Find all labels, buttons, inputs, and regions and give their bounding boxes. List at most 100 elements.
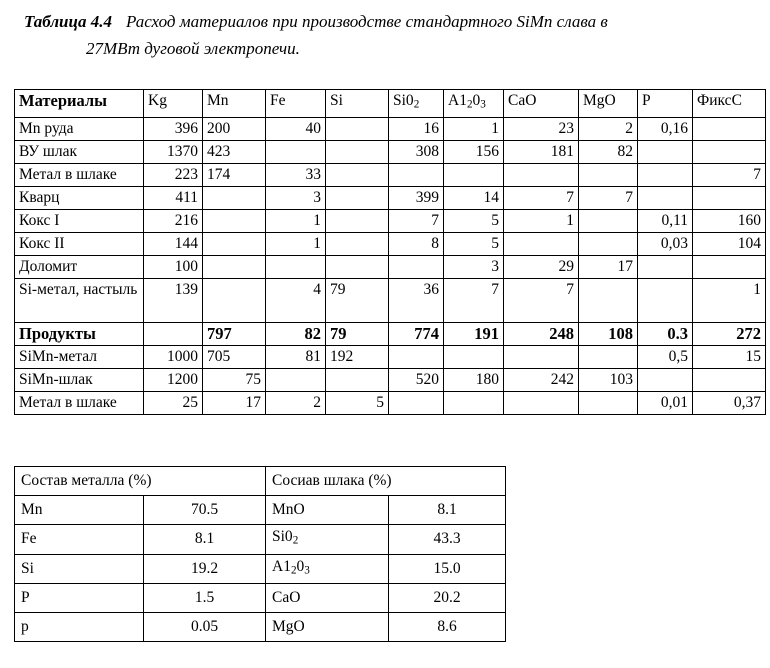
data-cell: 705 [202,344,266,369]
data-cell: 79 [325,277,389,323]
slag-component-name: MgO [265,612,389,643]
data-cell [692,254,766,279]
caption-label: Таблица 4.4 [24,12,112,31]
data-cell: 15 [692,344,766,369]
data-cell [443,390,504,415]
data-cell [578,208,638,233]
data-cell [503,390,579,415]
row-label: Продукты [14,321,144,346]
materials-consumption-table: Материалы Kg Mn Fe Si Si02 A1203 CaO MgO P ФиксС M… [14,89,766,415]
slag-component-value: 8.1 [388,495,506,525]
data-cell: 7 [692,162,766,187]
composition-row: P 1.5 CaO 20.2 [14,583,506,614]
row-label: ВУ шлак [14,139,144,164]
data-cell [202,231,266,256]
data-cell [637,185,693,210]
table-row: Кварц 411 3 399 14 7 7 [14,185,766,210]
data-cell: 17 [578,254,638,279]
table-row: Mn руда 396 200 40 16 1 23 2 0,16 [14,116,766,141]
data-cell: 7 [503,277,579,323]
data-cell: 0,11 [637,208,693,233]
data-cell [388,254,444,279]
data-cell: 81 [265,344,326,369]
table-row: ВУ шлак 1370 423 308 156 181 82 [14,139,766,164]
data-cell: 17 [202,390,266,415]
metal-component-name: P [14,583,144,614]
slag-component-value: 20.2 [388,583,506,614]
data-cell [265,254,326,279]
data-cell: 144 [143,231,203,256]
data-cell [692,367,766,392]
data-cell: 192 [325,344,389,369]
data-cell: 23 [503,116,579,141]
table-row: Доломит 100 3 29 17 [14,254,766,279]
row-label: Mn руда [14,116,144,141]
composition-title-row: Состав металла (%) Сосиав шлака (%) [14,466,506,496]
data-cell: 156 [443,139,504,164]
metal-component-value: 19.2 [143,553,266,585]
composition-row: Si 19.2 A1203 15.0 [14,553,506,585]
data-cell: 36 [388,277,444,323]
data-cell: 3 [443,254,504,279]
data-cell [325,185,389,210]
table-row: Кокс II 144 1 8 5 0,03 104 [14,231,766,256]
row-label: SiMn-метал [14,344,144,369]
data-cell: 174 [202,162,266,187]
slag-composition-title: Сосиав шлака (%) [265,466,506,496]
data-cell: 223 [143,162,203,187]
data-cell [637,139,693,164]
data-cell: 0,16 [637,116,693,141]
data-cell: 1 [265,208,326,233]
column-header-materials: Материалы [14,89,144,118]
data-cell [637,162,693,187]
data-cell: 0.3 [637,321,693,346]
data-cell [578,162,638,187]
data-cell: 399 [388,185,444,210]
data-cell: 79 [325,321,389,346]
composition-row: Mn 70.5 MnO 8.1 [14,495,506,525]
column-header-mn: Mn [202,89,266,118]
data-cell [503,231,579,256]
data-cell: 0,37 [692,390,766,415]
data-cell: 2 [578,116,638,141]
data-cell: 1 [692,277,766,323]
data-cell [578,277,638,323]
data-cell: 25 [143,390,203,415]
data-cell [325,116,389,141]
data-cell: 7 [443,277,504,323]
column-header-si: Si [325,89,389,118]
data-cell [325,254,389,279]
data-cell: 1200 [143,367,203,392]
data-cell [578,390,638,415]
data-cell [692,139,766,164]
data-cell [202,254,266,279]
data-cell [325,231,389,256]
data-cell [325,162,389,187]
data-cell [443,162,504,187]
data-cell [637,254,693,279]
data-cell: 108 [578,321,638,346]
table-caption: Таблица 4.4 Расход материалов при произво… [24,8,748,62]
data-cell: 104 [692,231,766,256]
slag-component-value: 8.6 [388,612,506,643]
data-cell: 14 [443,185,504,210]
data-cell: 0,5 [637,344,693,369]
data-cell: 180 [443,367,504,392]
slag-component-value: 43.3 [388,524,506,555]
table-header-row: Материалы Kg Mn Fe Si Si02 A1203 CaO MgO P ФиксС [14,89,766,118]
metal-component-value: 70.5 [143,495,266,525]
row-label: SiMn-шлак [14,367,144,392]
caption-text-line1: Расход материалов при производстве станд… [125,12,608,31]
table-row: SiMn-шлак 1200 75 520 180 242 103 [14,367,766,392]
data-cell: 0,03 [637,231,693,256]
row-label: Кокс II [14,231,144,256]
data-cell: 423 [202,139,266,164]
data-cell: 40 [265,116,326,141]
metal-component-value: 0.05 [143,612,266,643]
data-cell: 248 [503,321,579,346]
data-cell [202,185,266,210]
data-cell: 308 [388,139,444,164]
data-cell: 520 [388,367,444,392]
data-cell: 5 [443,231,504,256]
slag-component-name: A1203 [265,553,389,585]
